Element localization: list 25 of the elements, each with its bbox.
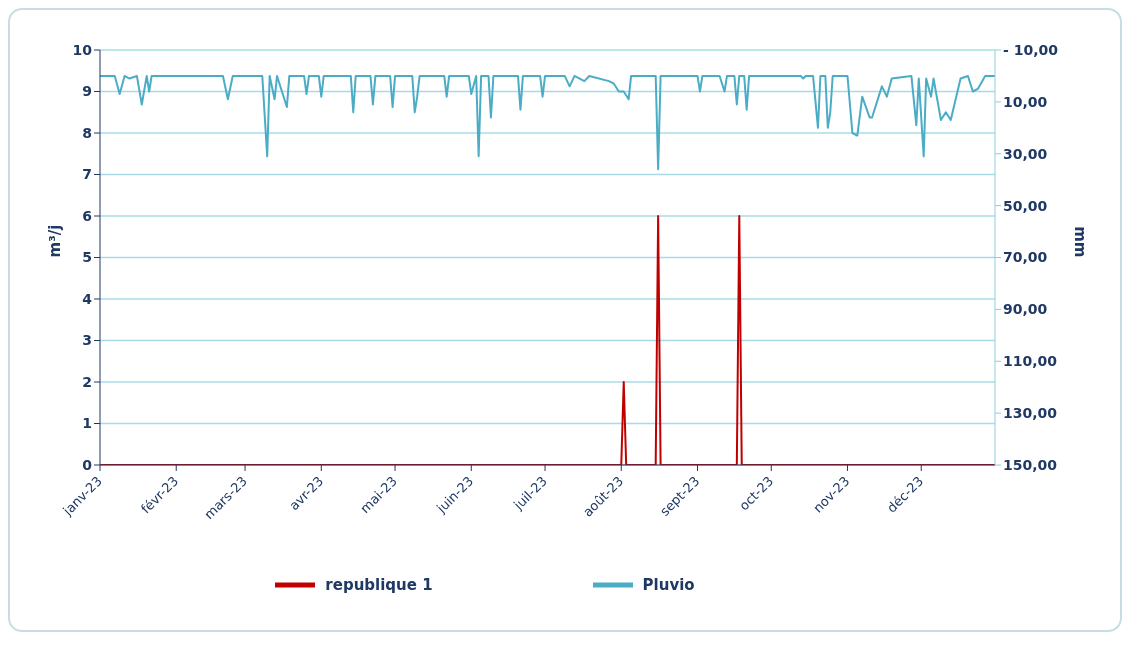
y-tick-label: 2 <box>82 373 92 390</box>
y-tick-label: 9 <box>82 83 92 100</box>
line-series <box>100 74 995 171</box>
y2-axis-title: mm <box>1070 226 1089 258</box>
y-tick-label: 0 <box>82 456 93 473</box>
y2-tick-label: 90,00 <box>1003 301 1048 318</box>
y-tick-label: 3 <box>82 332 92 349</box>
y-tick-label: 5 <box>82 249 92 266</box>
y2-tick-label: - 10,00 <box>1003 41 1059 58</box>
y-tick-label: 10 <box>72 41 93 58</box>
y2-tick-label: 70,00 <box>1003 249 1048 266</box>
y2-tick-label: 50,00 <box>1003 197 1048 214</box>
y2-tick-label: 130,00 <box>1003 405 1058 422</box>
y-tick-label: 1 <box>82 415 92 432</box>
y-axis-title: m³/j <box>46 224 65 258</box>
y-tick-label: 6 <box>82 207 92 224</box>
y2-tick-label: 10,00 <box>1003 93 1048 110</box>
legend-label: Pluvio <box>642 575 695 594</box>
y2-tick-label: 110,00 <box>1003 353 1058 370</box>
legend-label: republique 1 <box>325 575 433 594</box>
y-tick-label: 7 <box>82 166 92 183</box>
y-tick-label: 4 <box>82 290 93 307</box>
y2-tick-label: 150,00 <box>1003 456 1058 473</box>
y2-tick-label: 30,00 <box>1003 145 1048 162</box>
y-tick-label: 8 <box>82 124 92 141</box>
